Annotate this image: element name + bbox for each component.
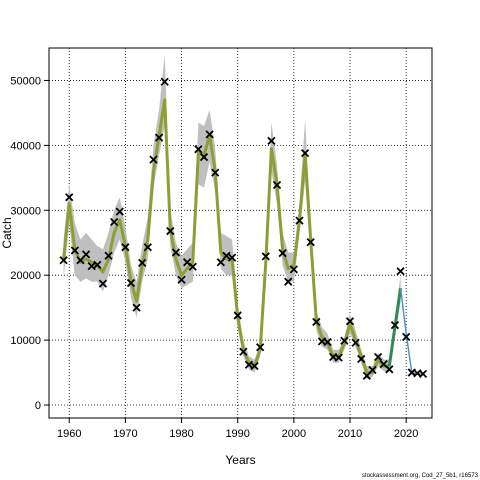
observed-point — [239, 347, 248, 356]
observed-point — [138, 258, 147, 267]
observed-point — [154, 133, 164, 142]
observed-point — [199, 152, 209, 162]
observed-point — [188, 262, 197, 271]
observed-point — [418, 369, 428, 378]
observed-point — [211, 168, 220, 177]
observed-point — [368, 365, 377, 375]
observed-point — [160, 77, 169, 86]
observed-point — [385, 365, 394, 374]
x-tick-label: 1970 — [113, 428, 137, 440]
y-tick-label: 20000 — [10, 270, 41, 282]
observed-point — [115, 207, 124, 216]
observed-point — [256, 343, 265, 352]
x-tick-label: 1980 — [169, 428, 193, 440]
observed-point — [357, 354, 366, 364]
observed-point — [216, 258, 225, 267]
observed-point — [272, 180, 282, 190]
observed-point — [143, 243, 152, 252]
source-note: stockassessment.org, Cod_27_5b1, r16573 — [362, 473, 479, 479]
observed-point — [261, 252, 270, 261]
observed-point — [65, 193, 74, 202]
observed-points — [59, 77, 428, 380]
observed-point — [390, 321, 400, 330]
observed-point — [194, 145, 203, 154]
observed-point — [402, 332, 411, 341]
x-tick-label: 2000 — [282, 428, 306, 440]
axes: 1960 1970 1980 1990 2000 2010 2020 0 10000 20000 3… — [10, 75, 418, 440]
observed-point — [222, 251, 231, 260]
observed-point — [81, 250, 91, 259]
x-tick-label: 2020 — [394, 428, 418, 440]
observed-point — [340, 336, 349, 345]
observed-point — [233, 311, 242, 320]
observed-point — [227, 253, 237, 262]
observed-point — [110, 217, 119, 227]
x-tick-label: 2010 — [338, 428, 362, 440]
observed-point — [345, 317, 355, 326]
y-tick-label: 40000 — [10, 140, 41, 152]
observed-point — [267, 136, 276, 145]
observed-point — [177, 275, 186, 284]
plot-frame — [48, 47, 433, 419]
observed-point — [250, 361, 259, 371]
observed-point — [284, 277, 293, 286]
forecast-line — [399, 288, 423, 375]
x-axis-title: Years — [225, 453, 255, 467]
observed-point — [70, 246, 79, 255]
observed-point — [306, 237, 315, 247]
grid — [49, 48, 432, 418]
observed-point — [98, 279, 108, 288]
observed-point — [59, 256, 68, 265]
observed-point — [351, 338, 360, 347]
y-tick-label: 30000 — [10, 205, 41, 217]
observed-point — [166, 226, 175, 236]
y-tick-label: 50000 — [10, 75, 41, 87]
observed-point — [126, 278, 136, 288]
observed-point — [396, 267, 405, 276]
observed-point — [373, 352, 383, 362]
recent-fit-line — [387, 287, 403, 367]
y-tick-label: 0 — [35, 400, 41, 412]
x-tick-label: 1990 — [225, 428, 249, 440]
observed-point — [334, 353, 343, 362]
observed-point — [104, 251, 113, 260]
observed-point — [93, 260, 102, 269]
y-axis-title: Catch — [0, 217, 14, 248]
observed-point — [121, 243, 130, 252]
y-tick-label: 10000 — [10, 335, 41, 347]
x-tick-label: 1960 — [57, 428, 81, 440]
observed-point — [295, 216, 304, 225]
observed-point — [278, 248, 287, 258]
observed-point — [323, 337, 332, 347]
observed-point — [171, 248, 181, 257]
observed-point — [312, 317, 321, 327]
observed-point — [149, 155, 158, 164]
observed-point — [300, 149, 310, 158]
observed-point — [205, 130, 214, 139]
observed-point — [289, 265, 298, 274]
observed-point — [132, 303, 141, 312]
